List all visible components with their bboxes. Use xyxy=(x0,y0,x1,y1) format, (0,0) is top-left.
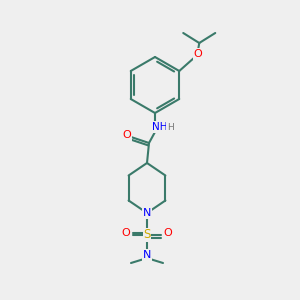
Text: N: N xyxy=(143,208,151,218)
Text: O: O xyxy=(164,228,172,238)
Text: H: H xyxy=(167,122,173,131)
Text: O: O xyxy=(122,228,130,238)
Text: NH: NH xyxy=(152,122,168,132)
Text: O: O xyxy=(194,49,203,59)
Text: N: N xyxy=(143,250,151,260)
Text: S: S xyxy=(143,229,151,242)
Text: O: O xyxy=(123,130,131,140)
